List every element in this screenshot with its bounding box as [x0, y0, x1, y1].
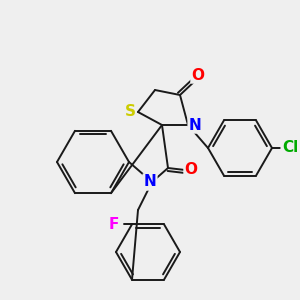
Text: Cl: Cl [282, 140, 298, 155]
Text: O: O [191, 68, 205, 82]
Text: F: F [109, 217, 119, 232]
Text: O: O [184, 163, 197, 178]
Text: N: N [189, 118, 201, 133]
Text: N: N [144, 175, 156, 190]
Text: S: S [124, 104, 136, 119]
